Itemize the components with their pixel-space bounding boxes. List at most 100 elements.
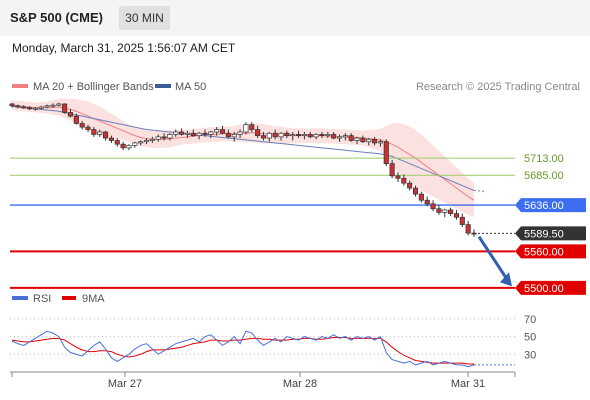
x-label-2: Mar 31 bbox=[451, 378, 485, 390]
candle-body bbox=[85, 126, 91, 130]
candle bbox=[448, 207, 454, 217]
candle-body bbox=[342, 135, 348, 138]
candle-body bbox=[266, 132, 272, 139]
candle bbox=[97, 129, 103, 137]
candle-body bbox=[237, 131, 243, 135]
candle-body bbox=[307, 134, 313, 138]
legend-swatch-rsi bbox=[12, 296, 28, 300]
candle bbox=[38, 105, 44, 110]
candle bbox=[255, 125, 261, 139]
candle-body bbox=[91, 129, 97, 135]
candle bbox=[15, 104, 21, 109]
rsi-tick-2: 30 bbox=[524, 349, 536, 361]
candle-body bbox=[56, 103, 62, 106]
candle-body bbox=[249, 124, 255, 130]
candle bbox=[319, 131, 325, 139]
candle-body bbox=[407, 182, 413, 189]
candle bbox=[103, 130, 109, 141]
candle-body bbox=[383, 141, 389, 165]
candle bbox=[366, 138, 372, 146]
ma50-extension bbox=[473, 189, 487, 192]
candle bbox=[120, 141, 126, 151]
candle bbox=[278, 131, 284, 141]
candle bbox=[91, 127, 97, 137]
candle-body bbox=[214, 129, 220, 133]
candle-body bbox=[366, 138, 372, 143]
candle bbox=[108, 135, 114, 143]
rsi-tick-1: 50 bbox=[524, 332, 536, 344]
candle bbox=[453, 209, 460, 220]
candle bbox=[32, 107, 38, 111]
candle bbox=[412, 185, 419, 197]
candle-body bbox=[149, 138, 155, 141]
candle-body bbox=[21, 106, 27, 109]
candle-body bbox=[389, 163, 395, 177]
candle-body bbox=[290, 134, 296, 136]
candle bbox=[79, 121, 85, 130]
candle bbox=[202, 129, 208, 137]
candle bbox=[354, 136, 360, 145]
level-label-0: 5713.00 bbox=[524, 153, 564, 165]
x-label-0: Mar 27 bbox=[108, 378, 142, 390]
candle bbox=[50, 103, 56, 108]
candle-body bbox=[412, 187, 419, 195]
candle bbox=[307, 131, 313, 139]
header-bar: S&P 500 (CME) 30 MIN bbox=[0, 0, 590, 36]
candle-body bbox=[190, 132, 196, 136]
candle bbox=[272, 129, 278, 140]
last-price-label: 5589.50 bbox=[524, 228, 564, 240]
candle bbox=[313, 133, 319, 140]
candle-body bbox=[179, 131, 185, 135]
candle bbox=[56, 102, 62, 107]
candle-body bbox=[260, 135, 267, 139]
candle-body bbox=[38, 106, 44, 109]
candle-body bbox=[372, 138, 378, 144]
level-label-2: 5636.00 bbox=[524, 200, 564, 212]
candle bbox=[377, 139, 383, 147]
candle bbox=[301, 131, 307, 140]
candle-body bbox=[103, 131, 109, 139]
legend-label-ma50: MA 50 bbox=[175, 81, 206, 93]
candle bbox=[360, 135, 366, 143]
timeframe-button[interactable]: 30 MIN bbox=[119, 6, 170, 30]
candle-body bbox=[44, 105, 50, 108]
candle-body bbox=[50, 104, 56, 107]
candle bbox=[62, 103, 68, 114]
candle bbox=[9, 102, 15, 108]
candle bbox=[161, 133, 167, 141]
legend-swatch-9ma bbox=[62, 296, 76, 300]
candle bbox=[372, 136, 378, 146]
candle-body bbox=[401, 177, 407, 184]
candle bbox=[336, 134, 343, 142]
candle-body bbox=[336, 136, 343, 139]
legend-label-ma20: MA 20 + Bollinger Bands bbox=[33, 81, 154, 93]
legend-swatch-ma50 bbox=[155, 84, 171, 88]
candle-body bbox=[348, 135, 354, 141]
timestamp: Monday, March 31, 2025 1:56:07 AM CET bbox=[12, 41, 236, 55]
rsi-ma-line bbox=[11, 336, 474, 365]
candle-body bbox=[161, 136, 167, 139]
candle bbox=[225, 129, 231, 139]
candle-body bbox=[73, 115, 79, 124]
candle-body bbox=[26, 107, 33, 110]
candle-body bbox=[108, 137, 114, 141]
candle-body bbox=[272, 132, 278, 138]
candle-body bbox=[15, 105, 21, 108]
candle-body bbox=[196, 132, 202, 136]
instrument-title: S&P 500 (CME) bbox=[10, 10, 103, 25]
candle-body bbox=[278, 132, 284, 138]
candle-body bbox=[173, 131, 179, 135]
candle bbox=[138, 140, 144, 146]
forecast-arrow-shaft bbox=[477, 235, 509, 281]
candle bbox=[143, 138, 150, 145]
candle-body bbox=[418, 193, 424, 201]
candle bbox=[442, 208, 448, 218]
candle bbox=[114, 138, 120, 147]
candle-body bbox=[319, 134, 325, 136]
candle-body bbox=[202, 132, 208, 135]
candle-body bbox=[126, 145, 132, 149]
candle-body bbox=[313, 134, 319, 138]
candle bbox=[383, 139, 389, 167]
candle bbox=[342, 133, 348, 141]
